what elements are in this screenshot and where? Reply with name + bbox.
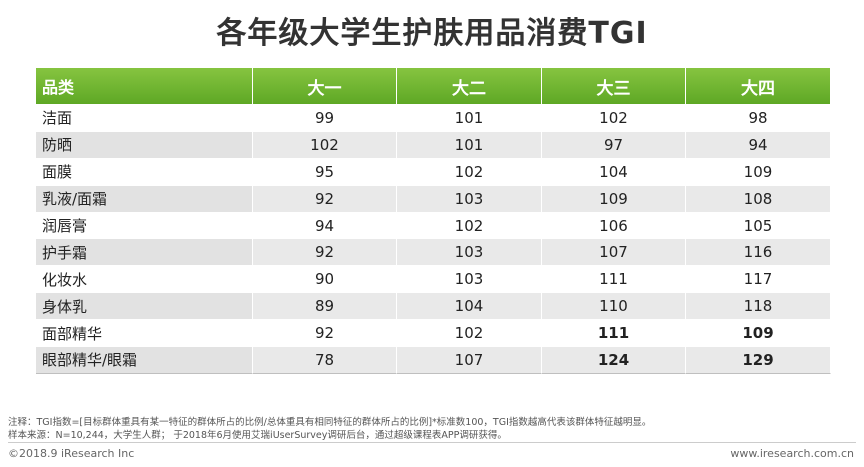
table-row: 润唇膏 94 102 106 105 xyxy=(36,211,831,239)
cell-value: 111 xyxy=(542,265,686,293)
header-year1: 大一 xyxy=(253,68,397,104)
cell-value: 103 xyxy=(397,238,542,266)
table-row: 眼部精华/眼霜 78 107 124 129 xyxy=(36,346,831,374)
row-category: 护手霜 xyxy=(36,238,253,266)
cell-value: 99 xyxy=(253,104,397,131)
cell-value: 90 xyxy=(253,265,397,293)
cell-value: 108 xyxy=(686,184,831,212)
page-title: 各年级大学生护肤用品消费TGI xyxy=(216,16,648,51)
table-row: 面膜 95 102 104 109 xyxy=(36,157,831,185)
cell-value: 102 xyxy=(397,319,542,347)
row-category: 面部精华 xyxy=(36,319,253,347)
cell-value: 101 xyxy=(397,104,542,131)
cell-value: 110 xyxy=(542,292,686,320)
header-year2: 大二 xyxy=(397,68,542,104)
cell-value: 109 xyxy=(686,157,831,185)
cell-value: 109 xyxy=(542,184,686,212)
row-category: 化妆水 xyxy=(36,265,253,293)
cell-value: 94 xyxy=(686,130,831,158)
cell-value: 104 xyxy=(542,157,686,185)
cell-value: 89 xyxy=(253,292,397,320)
table-row: 护手霜 92 103 107 116 xyxy=(36,238,831,266)
cell-value: 92 xyxy=(253,238,397,266)
row-category: 面膜 xyxy=(36,157,253,185)
cell-value: 105 xyxy=(686,211,831,239)
note-sample-source: 样本来源：N=10,244，大学生人群； 于2018年6月使用艾瑞iUserSu… xyxy=(8,430,507,441)
cell-value: 103 xyxy=(397,265,542,293)
footer-copyright: ©2018.9 iResearch Inc xyxy=(8,447,135,460)
cell-value: 95 xyxy=(253,157,397,185)
cell-value: 92 xyxy=(253,319,397,347)
table-row: 防晒 102 101 97 94 xyxy=(36,130,831,158)
cell-value: 103 xyxy=(397,184,542,212)
row-category: 身体乳 xyxy=(36,292,253,320)
row-category: 眼部精华/眼霜 xyxy=(36,346,253,374)
row-category: 乳液/面霜 xyxy=(36,184,253,212)
header-year3: 大三 xyxy=(542,68,686,104)
cell-value: 117 xyxy=(686,265,831,293)
table-row: 身体乳 89 104 110 118 xyxy=(36,292,831,320)
cell-value: 78 xyxy=(253,346,397,374)
cell-value: 92 xyxy=(253,184,397,212)
cell-value: 116 xyxy=(686,238,831,266)
row-category: 防晒 xyxy=(36,130,253,158)
table-row: 化妆水 90 103 111 117 xyxy=(36,265,831,293)
cell-value: 129 xyxy=(686,346,831,374)
cell-value: 102 xyxy=(397,157,542,185)
cell-value: 111 xyxy=(542,319,686,347)
cell-value: 102 xyxy=(542,104,686,131)
note-tgi-definition: 注释：TGI指数=[目标群体重具有某一特征的群体所占的比例/总体重具有相同特征的… xyxy=(8,417,652,428)
cell-value: 107 xyxy=(542,238,686,266)
cell-value: 124 xyxy=(542,346,686,374)
tgi-table: 品类 大一 大二 大三 大四 洁面 99 101 102 98 防晒 102 101 97 94 面… xyxy=(36,68,831,374)
cell-value: 118 xyxy=(686,292,831,320)
cell-value: 106 xyxy=(542,211,686,239)
cell-value: 97 xyxy=(542,130,686,158)
footer-divider xyxy=(8,442,856,443)
cell-value: 104 xyxy=(397,292,542,320)
cell-value: 102 xyxy=(397,211,542,239)
header-year4: 大四 xyxy=(686,68,831,104)
cell-value: 101 xyxy=(397,130,542,158)
cell-value: 109 xyxy=(686,319,831,347)
cell-value: 94 xyxy=(253,211,397,239)
table-row: 面部精华 92 102 111 109 xyxy=(36,319,831,347)
table-header-row: 品类 大一 大二 大三 大四 xyxy=(36,68,831,104)
table-row: 洁面 99 101 102 98 xyxy=(36,104,831,131)
cell-value: 107 xyxy=(397,346,542,374)
footer-website: www.iresearch.com.cn xyxy=(730,447,854,460)
cell-value: 98 xyxy=(686,104,831,131)
table-row: 乳液/面霜 92 103 109 108 xyxy=(36,184,831,212)
header-category: 品类 xyxy=(36,68,253,104)
row-category: 润唇膏 xyxy=(36,211,253,239)
cell-value: 102 xyxy=(253,130,397,158)
row-category: 洁面 xyxy=(36,104,253,131)
